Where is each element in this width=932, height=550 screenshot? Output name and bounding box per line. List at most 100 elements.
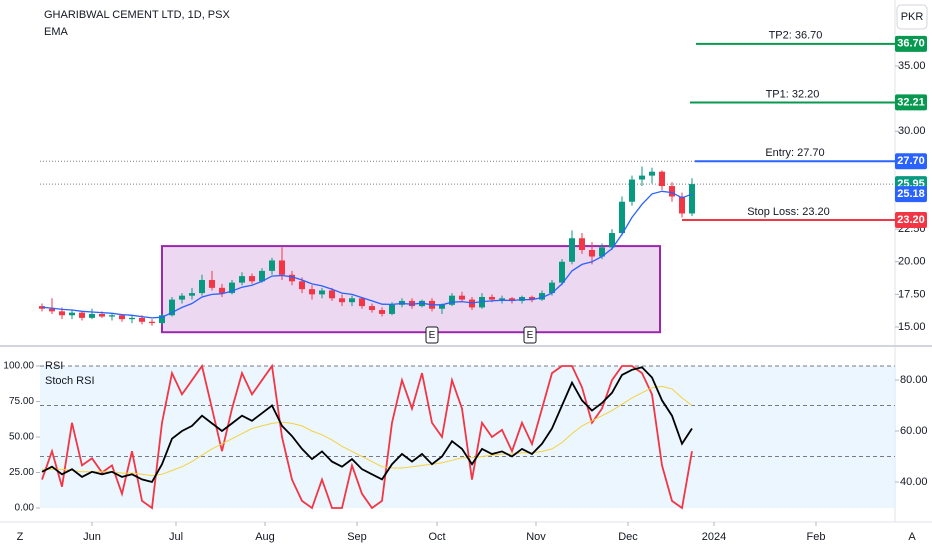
candle-body: [299, 281, 305, 290]
candle-body: [239, 276, 245, 283]
candle-body: [629, 179, 635, 202]
candle-body: [579, 238, 585, 251]
candle-body: [639, 175, 645, 180]
level-label: TP1: 32.20: [766, 88, 820, 100]
y-tick-label: 35.00: [898, 60, 926, 72]
indicator-line: [41, 363, 693, 510]
y-tick-label: 30.00: [898, 125, 926, 137]
candle-body: [549, 282, 555, 294]
y2-tick-label: 80.00: [900, 374, 928, 386]
price-tag-label: 36.70: [897, 38, 925, 50]
candle-body: [499, 298, 505, 300]
corner-left[interactable]: Z: [17, 531, 24, 543]
candle-body: [149, 321, 155, 324]
x-tick-label: Jun: [83, 531, 101, 543]
x-tick-label: 2024: [702, 531, 726, 543]
candle-body: [619, 201, 625, 234]
candle-body: [219, 287, 225, 294]
candle-body: [209, 280, 215, 288]
candle-body: [659, 171, 665, 187]
candle-body: [249, 276, 255, 282]
candle-body: [379, 310, 385, 314]
y-tick-label: 25.00: [9, 467, 34, 478]
candle-body: [59, 311, 65, 316]
x-tick-label: Sep: [347, 531, 367, 543]
price-tag-label: 32.21: [897, 96, 925, 108]
candle-body: [649, 171, 655, 176]
candle-body: [669, 186, 675, 197]
candle-body: [229, 282, 235, 294]
candle-body: [509, 298, 515, 301]
candle-body: [609, 233, 615, 248]
candle-body: [559, 261, 565, 283]
candle-body: [349, 298, 355, 303]
candle-body: [309, 289, 315, 295]
price-tag: [895, 211, 927, 228]
price-tag: [895, 186, 927, 203]
candle-body: [259, 270, 265, 282]
event-marker: [523, 326, 537, 344]
y2-tick-label: 60.00: [900, 425, 928, 437]
candle-body: [319, 290, 325, 295]
candle-body: [179, 295, 185, 300]
y-tick-label: 17.50: [898, 288, 926, 300]
candle-body: [599, 247, 605, 257]
y-tick-label: 20.00: [898, 256, 926, 268]
candle-body: [369, 306, 375, 311]
candle-body: [449, 295, 455, 305]
candle-body: [569, 238, 575, 262]
candle-body: [439, 304, 445, 309]
candle-body: [79, 312, 85, 318]
candle-body: [539, 293, 545, 300]
candle-body: [339, 298, 345, 303]
x-tick-label: Oct: [428, 531, 445, 543]
candle-body: [49, 308, 55, 312]
ema-line: [41, 190, 693, 319]
indicator-line: [41, 366, 693, 484]
level-label: Stop Loss: 23.20: [747, 206, 830, 218]
candle-body: [359, 298, 365, 307]
y-tick-label: 0.00: [15, 503, 35, 514]
indicator-line: [42, 385, 693, 477]
candle-body: [109, 315, 115, 317]
currency[interactable]: PKR: [901, 11, 924, 23]
corner-right[interactable]: A: [908, 531, 916, 543]
candle-body: [529, 296, 535, 300]
candle-body: [159, 315, 165, 324]
indicator-background: [40, 366, 895, 508]
x-tick-label: Jul: [169, 531, 183, 543]
candle-body: [679, 196, 685, 214]
range-box: [161, 245, 661, 334]
x-tick-label: Feb: [807, 531, 826, 543]
candle-body: [199, 280, 205, 294]
y-tick-label: 100.00: [3, 361, 34, 372]
chart-title: GHARIBWAL CEMENT LTD, 1D, PSX: [44, 9, 230, 21]
candle-body: [269, 260, 275, 271]
x-tick-label: Aug: [255, 531, 275, 543]
candle-body: [189, 293, 195, 296]
candle-body: [289, 274, 295, 282]
candle-body: [459, 295, 465, 300]
price-tag-label: 23.20: [897, 214, 925, 226]
candle-body: [89, 313, 95, 318]
y2-tick-label: 40.00: [900, 476, 928, 488]
price-tag: [895, 35, 927, 52]
indicator-label: EMA: [44, 26, 69, 38]
candle-body: [689, 184, 695, 214]
price-tag: [895, 153, 927, 170]
candle-body: [389, 304, 395, 314]
candle-body: [169, 299, 175, 316]
candle-body: [519, 296, 525, 301]
candle-body: [139, 317, 145, 322]
price-tag-label: 27.70: [897, 155, 925, 167]
level-label: TP2: 36.70: [769, 30, 823, 42]
candle-body: [589, 250, 595, 257]
candle-body: [99, 313, 105, 317]
y-tick-label: 15.00: [898, 321, 926, 333]
event-label: E: [527, 330, 534, 341]
candle-body: [279, 260, 285, 275]
level-label: Entry: 27.70: [765, 147, 824, 159]
candle-body: [329, 290, 335, 299]
currency-box[interactable]: [896, 4, 928, 30]
